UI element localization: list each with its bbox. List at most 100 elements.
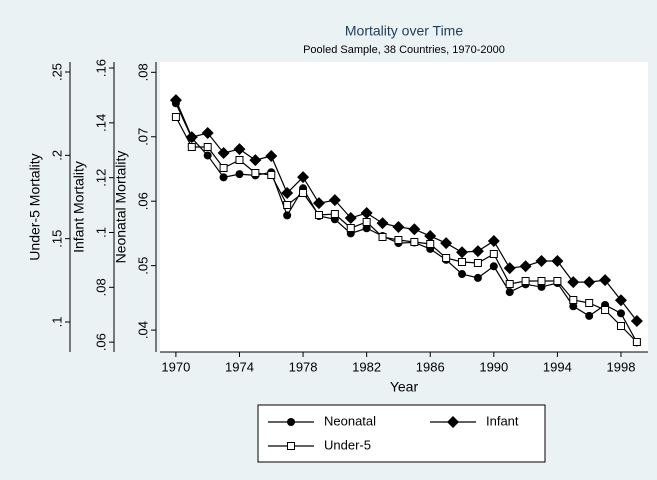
data-point bbox=[551, 254, 564, 267]
data-point bbox=[378, 233, 387, 241]
x-tick-label: 1978 bbox=[289, 359, 318, 374]
data-point bbox=[219, 164, 228, 172]
data-point bbox=[283, 211, 292, 220]
data-point bbox=[249, 154, 262, 167]
data-point bbox=[632, 338, 641, 346]
data-point bbox=[299, 189, 308, 197]
x-tick-label: 1998 bbox=[607, 359, 636, 374]
data-point bbox=[203, 143, 212, 151]
y-axis-title: Infant Mortality bbox=[71, 161, 87, 253]
y-axis-title: Under-5 Mortality bbox=[27, 153, 43, 260]
y-tick-label: .08 bbox=[135, 63, 150, 81]
data-point bbox=[553, 277, 562, 285]
legend-label: Neonatal bbox=[324, 413, 376, 428]
y-tick-label: .2 bbox=[49, 150, 64, 161]
data-point bbox=[408, 223, 421, 236]
data-point bbox=[519, 260, 532, 273]
data-point bbox=[171, 113, 180, 121]
y-tick-label: .07 bbox=[135, 128, 150, 146]
y-tick-label: .1 bbox=[93, 227, 108, 238]
y-tick-label: .05 bbox=[135, 257, 150, 275]
data-point bbox=[442, 254, 451, 262]
legend-marker bbox=[287, 418, 295, 426]
y-tick-label: .14 bbox=[93, 114, 108, 132]
y-tick-label: .08 bbox=[93, 278, 108, 296]
data-point bbox=[217, 147, 230, 160]
x-tick-label: 1974 bbox=[225, 359, 254, 374]
chart-title: Mortality over Time bbox=[345, 23, 463, 39]
y-tick-label: .04 bbox=[135, 321, 150, 339]
data-point bbox=[410, 238, 419, 246]
data-point bbox=[203, 151, 212, 160]
y-tick-label: .16 bbox=[93, 59, 108, 77]
data-point bbox=[187, 143, 196, 151]
data-point bbox=[235, 170, 244, 179]
x-axis-title: Year bbox=[390, 379, 419, 395]
x-tick-label: 1982 bbox=[352, 359, 381, 374]
data-point bbox=[362, 224, 371, 233]
data-point bbox=[233, 143, 246, 156]
data-point bbox=[599, 274, 612, 287]
data-point bbox=[362, 218, 371, 226]
data-point bbox=[473, 273, 482, 282]
data-point bbox=[569, 302, 578, 311]
data-point bbox=[201, 126, 214, 139]
x-tick-label: 1970 bbox=[161, 359, 190, 374]
data-point bbox=[312, 197, 325, 210]
plot-region bbox=[160, 62, 648, 352]
data-point bbox=[585, 311, 594, 320]
data-point bbox=[601, 306, 610, 314]
data-point bbox=[376, 217, 389, 230]
y-tick-label: .25 bbox=[49, 63, 64, 81]
data-point bbox=[471, 245, 484, 258]
data-point bbox=[458, 270, 467, 279]
data-point bbox=[489, 250, 498, 258]
data-point bbox=[344, 211, 357, 224]
data-point bbox=[616, 322, 625, 330]
legend-box bbox=[257, 404, 546, 463]
y-tick-label: .12 bbox=[93, 169, 108, 187]
data-point bbox=[281, 187, 294, 200]
x-tick-label: 1994 bbox=[543, 359, 572, 374]
data-point bbox=[505, 280, 514, 288]
data-point bbox=[394, 236, 403, 244]
data-point bbox=[251, 169, 260, 177]
data-point bbox=[440, 237, 453, 250]
data-point bbox=[630, 315, 643, 328]
data-point bbox=[489, 262, 498, 271]
data-point bbox=[473, 259, 482, 267]
data-point bbox=[426, 240, 435, 248]
data-point bbox=[360, 207, 373, 220]
y-tick-label: .06 bbox=[93, 333, 108, 351]
data-point bbox=[505, 288, 514, 297]
data-point bbox=[267, 171, 276, 179]
y-axis-title: Neonatal Mortality bbox=[113, 151, 129, 264]
data-point bbox=[537, 277, 546, 285]
data-point bbox=[330, 210, 339, 218]
y-tick-label: .1 bbox=[49, 317, 64, 328]
data-point bbox=[346, 224, 355, 232]
data-point bbox=[585, 299, 594, 307]
y-tick-label: .06 bbox=[135, 192, 150, 210]
data-point bbox=[569, 296, 578, 304]
data-point bbox=[458, 258, 467, 266]
data-point bbox=[616, 309, 625, 318]
x-tick-label: 1990 bbox=[479, 359, 508, 374]
data-point bbox=[219, 173, 228, 182]
data-point bbox=[328, 194, 341, 207]
data-point bbox=[487, 234, 500, 247]
x-tick-label: 1986 bbox=[416, 359, 445, 374]
data-point bbox=[535, 254, 548, 267]
data-point bbox=[297, 171, 310, 184]
data-point bbox=[424, 230, 437, 243]
chart-subtitle: Pooled Sample, 38 Countries, 1970-2000 bbox=[303, 44, 505, 56]
data-point bbox=[583, 276, 596, 289]
legend-marker bbox=[287, 442, 295, 450]
data-point bbox=[456, 246, 469, 259]
data-point bbox=[169, 94, 182, 107]
legend-marker bbox=[447, 416, 459, 428]
data-point bbox=[392, 221, 405, 234]
data-point bbox=[265, 150, 278, 163]
data-point bbox=[521, 277, 530, 285]
